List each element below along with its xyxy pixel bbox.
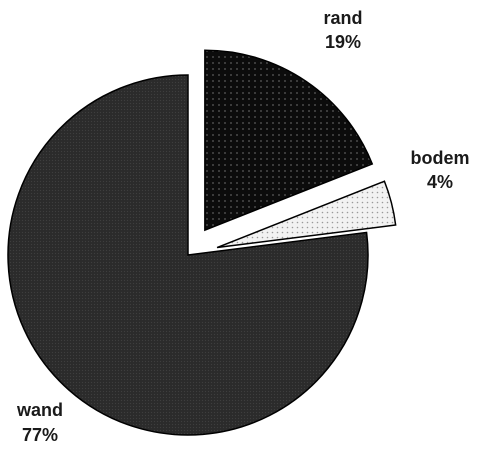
slice-percent-bodem: 4% [427,172,453,192]
slice-name-bodem: bodem [410,148,469,168]
slice-label-wand: wand 77% [16,400,63,445]
slice-rand [204,49,374,232]
slice-label-bodem: bodem 4% [410,148,469,192]
slice-bodem [216,180,397,249]
slice-name-wand: wand [16,400,63,420]
slice-percent-rand: 19% [325,32,361,52]
slice-percent-wand: 77% [22,425,58,445]
slice-name-rand: rand [323,8,362,28]
slice-label-rand: rand 19% [323,8,362,52]
slice-wand [7,74,369,436]
pie-slices [7,49,397,436]
